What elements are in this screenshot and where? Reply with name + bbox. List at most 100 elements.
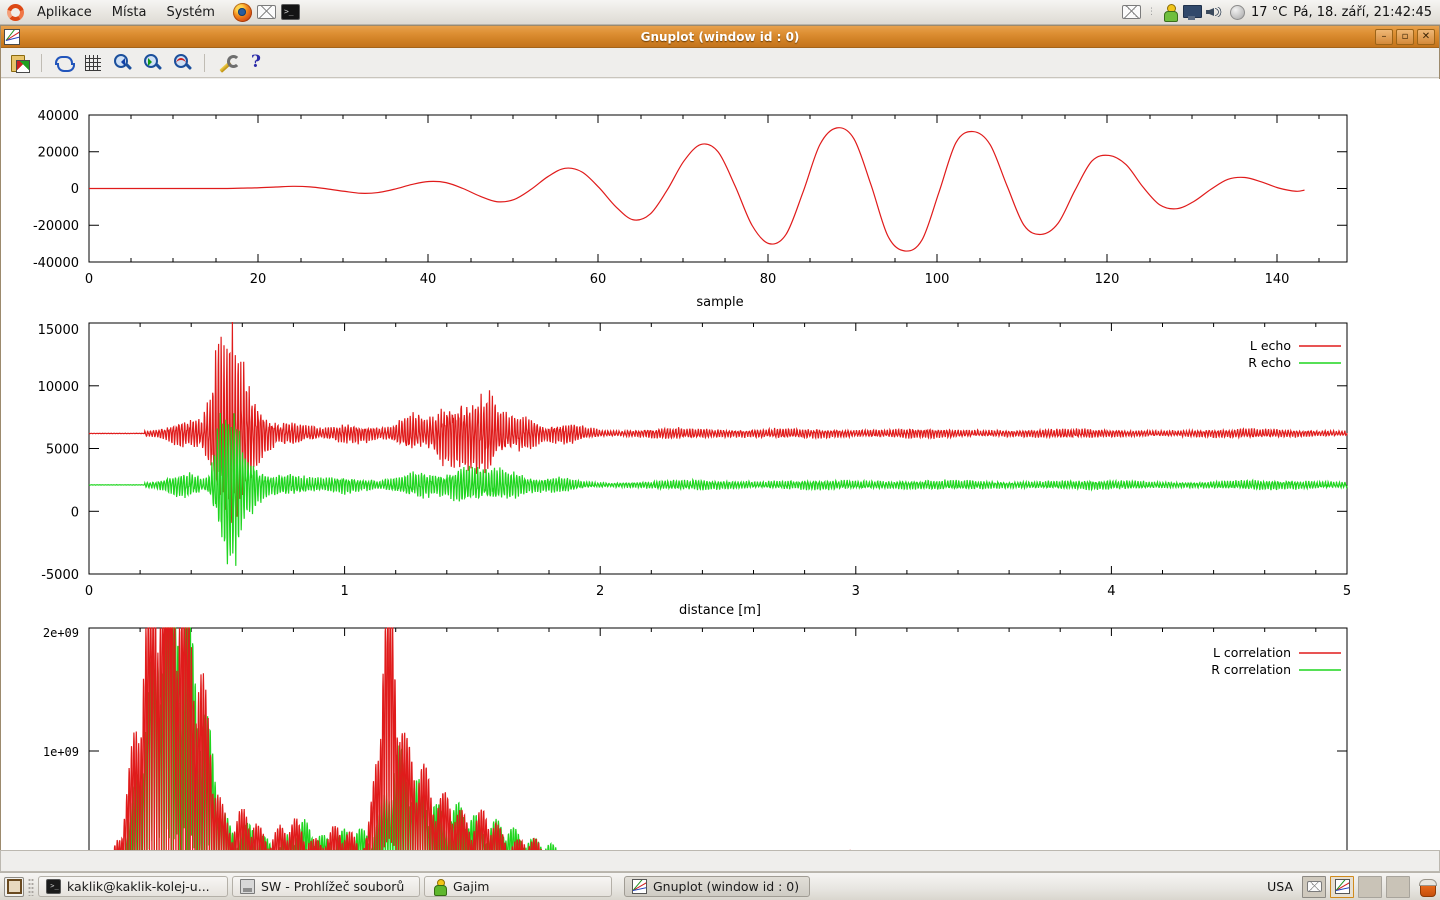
tray-separator: ⋮ <box>1147 7 1158 17</box>
zoom-previous-icon <box>114 53 133 72</box>
svg-text:0: 0 <box>85 584 93 599</box>
replot-button[interactable] <box>50 51 76 75</box>
svg-text:40: 40 <box>420 272 437 287</box>
plot-svg: 40000 20000 0 -20000 -40000 <box>33 109 1351 851</box>
window-titlebar[interactable]: Gnuplot (window id : 0) – ▫ ✕ <box>1 26 1439 48</box>
zoom-next-button[interactable] <box>140 51 166 75</box>
maximize-button[interactable]: ▫ <box>1396 28 1414 45</box>
tray-slot-4[interactable] <box>1386 875 1410 898</box>
top-panel-tray: ⋮ 17 °C Pá, 18. září, 21:42:45 <box>1122 4 1440 22</box>
chart2-yticks <box>89 322 1347 575</box>
grid-button[interactable] <box>80 51 106 75</box>
chart1-xticks <box>88 115 1320 262</box>
firefox-icon[interactable] <box>232 2 252 22</box>
svg-text:10000: 10000 <box>38 380 79 395</box>
replot-icon <box>54 54 75 72</box>
copy-to-clipboard-button[interactable] <box>7 51 33 75</box>
tray-mail-icon[interactable] <box>1122 5 1142 19</box>
zoom-previous-button[interactable] <box>110 51 136 75</box>
maximize-icon: ▫ <box>1401 30 1409 42</box>
clock-label[interactable]: Pá, 18. září, 21:42:45 <box>1293 4 1432 20</box>
taskbar-item-terminal[interactable]: >_ kaklik@kaklik-kolej-u... <box>38 876 228 897</box>
keyboard-layout-indicator[interactable]: USA <box>1267 879 1293 894</box>
minimize-icon: – <box>1381 30 1387 42</box>
svg-text:40000: 40000 <box>38 109 79 124</box>
chart2-series-r-echo <box>88 412 1348 566</box>
close-button[interactable]: ✕ <box>1417 28 1435 45</box>
svg-text:5000: 5000 <box>46 443 79 458</box>
chart2-xticks <box>88 323 1348 574</box>
svg-text:-5000: -5000 <box>41 568 79 583</box>
grid-icon <box>85 54 101 71</box>
svg-text:0: 0 <box>71 182 79 197</box>
chart2-ytick-labels: 15000 10000 5000 0 -5000 <box>38 323 79 583</box>
chart-echo: 15000 10000 5000 0 -5000 <box>38 321 1351 618</box>
help-icon: ? <box>251 52 261 72</box>
zoom-next-icon <box>144 53 163 72</box>
autoscale-button[interactable] <box>170 51 196 75</box>
chart3-ytick-2e09: 2e+09 <box>43 626 79 640</box>
taskbar-item-gnuplot[interactable]: Gnuplot (window id : 0) <box>624 876 810 897</box>
svg-text:5: 5 <box>1343 584 1351 599</box>
autoscale-icon <box>174 53 193 72</box>
tray-gnuplot-window-button[interactable] <box>1330 875 1354 898</box>
chart-chirp: 40000 20000 0 -20000 -40000 <box>33 109 1348 310</box>
minimize-button[interactable]: – <box>1375 28 1393 45</box>
terminal-icon[interactable]: >_ <box>280 4 300 20</box>
chart3-series-r-correlation <box>118 627 557 851</box>
bottom-gnome-panel: >_ kaklik@kaklik-kolej-u... SW - Prohlíž… <box>0 872 1440 900</box>
taskbar-label-terminal: kaklik@kaklik-kolej-u... <box>67 879 210 894</box>
settings-wrench-icon <box>217 54 240 72</box>
top-gnome-panel: Aplikace Místa Systém >_ ⋮ 17 °C Pá, 18.… <box>0 0 1440 25</box>
legend-label-r-correlation: R correlation <box>1211 662 1291 677</box>
taskbar-item-gajim[interactable]: Gajim <box>424 876 612 897</box>
user-switch-icon[interactable] <box>1163 4 1179 22</box>
monitor-icon[interactable] <box>1183 4 1203 20</box>
menu-aplikace[interactable]: Aplikace <box>37 4 92 20</box>
svg-text:4: 4 <box>1107 584 1115 599</box>
panel-launchers: >_ <box>232 2 300 22</box>
gnuplot-icon <box>632 879 647 894</box>
gnuplot-plot-area[interactable]: 40000 20000 0 -20000 -40000 <box>1 79 1440 851</box>
close-icon: ✕ <box>1421 30 1431 42</box>
chart1-frame <box>88 114 1348 263</box>
settings-button[interactable] <box>213 51 240 75</box>
mail-icon[interactable] <box>256 5 276 19</box>
ubuntu-logo-icon[interactable] <box>7 3 24 21</box>
taskbar-label-gajim: Gajim <box>453 879 490 894</box>
tray-slot-3[interactable] <box>1358 875 1382 898</box>
chart1-series-chirp <box>88 127 1305 252</box>
weather-globe-icon[interactable] <box>1230 4 1246 20</box>
chart3-ytick-1e09: 1e+09 <box>43 745 79 759</box>
gnuplot-app-icon <box>4 28 20 45</box>
legend-label-r-echo: R echo <box>1248 355 1291 370</box>
mail-icon <box>1306 881 1322 892</box>
chart3-yticks <box>89 627 1347 752</box>
gnuplot-window: Gnuplot (window id : 0) – ▫ ✕ ? <box>0 25 1440 851</box>
taskbar-item-file-manager[interactable]: SW - Prohlížeč souborů <box>232 876 420 897</box>
show-desktop-icon[interactable] <box>4 876 24 897</box>
menu-system[interactable]: Systém <box>166 4 215 20</box>
svg-text:1: 1 <box>340 584 348 599</box>
file-manager-icon <box>240 879 255 894</box>
chart2-legend: L echo R echo <box>1248 338 1341 370</box>
panel-grip[interactable] <box>28 877 34 896</box>
bottom-panel-tray: USA <box>1262 875 1437 898</box>
tray-mail-button[interactable] <box>1302 875 1326 898</box>
chart-correlation: 2e+09 1e+09 0 <box>43 626 1348 851</box>
svg-text:20000: 20000 <box>38 146 79 161</box>
svg-text:80: 80 <box>760 272 777 287</box>
menu-mista[interactable]: Místa <box>111 4 147 20</box>
trash-icon[interactable] <box>1418 878 1437 897</box>
svg-text:3: 3 <box>852 584 860 599</box>
help-button[interactable]: ? <box>243 51 269 75</box>
svg-text:140: 140 <box>1265 272 1290 287</box>
svg-text:-20000: -20000 <box>33 219 79 234</box>
volume-icon[interactable] <box>1206 5 1225 19</box>
chart2-xlabel: distance [m] <box>679 603 761 618</box>
chart3-legend: L correlation R correlation <box>1211 645 1341 677</box>
svg-text:-40000: -40000 <box>33 256 79 271</box>
taskbar-label-gnuplot: Gnuplot (window id : 0) <box>653 879 800 894</box>
gnuplot-window-icon <box>1334 879 1350 894</box>
chart2-xtick-labels: 0 1 2 3 4 5 <box>85 584 1351 599</box>
